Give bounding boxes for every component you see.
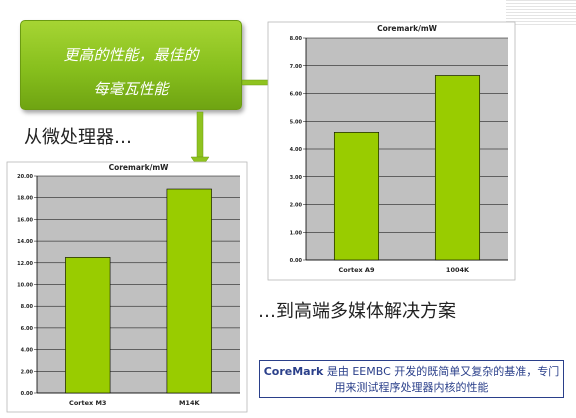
chart-right-category-label: 1004K [446,266,470,274]
chart-left-ytick-label: 12.00 [17,261,33,267]
chart-right-title: Coremark/mW [377,24,438,33]
coremark-note: CoreMark 是由 EEMBC 开发的既简单又复杂的基准，专门 用来测试程序… [259,360,564,398]
chart-right-ytick-label: 7.00 [290,64,303,70]
chart-right-ytick-label: 0.00 [290,258,303,264]
chart-left-bar-m14k [166,188,212,394]
chart-left-category-label: Cortex M3 [69,399,106,407]
arrow-down [190,111,210,171]
chart-left-ytick-label: 2.00 [21,369,34,375]
to-multimedia-label: …到高端多媒体解决方案 [258,301,456,322]
note-text-1: 是由 EEMBC 开发的既简单又复杂的基准，专门 [323,365,560,378]
chart-left-ytick-label: 18.00 [17,196,33,202]
chart-right-ytick-label: 8.00 [290,36,303,42]
chart-left-ytick-label: 8.00 [21,304,34,310]
chart-left-ytick-label: 16.00 [17,217,33,223]
chart-right-ytick-label: 3.00 [290,175,303,181]
callout-line-1: 更高的性能，最佳的 [63,46,199,64]
chart-left-ytick-label: 4.00 [21,348,34,354]
chart-left-category-label: M14K [179,399,201,407]
chart-left: Coremark/mW 0.00 2.00 4.00 6.00 8.00 10.00 12.… [6,161,248,413]
from-microprocessor-label: 从微处理器… [24,127,132,148]
chart-right-category-label: Cortex A9 [339,266,375,274]
chart-left-ytick-label: 10.00 [17,283,33,289]
chart-right-ytick-label: 5.00 [290,119,303,125]
chart-right-ytick-label: 2.00 [290,203,303,209]
performance-callout: 更高的性能，最佳的 每毫瓦性能 [20,20,242,110]
chart-left-title: Coremark/mW [109,163,170,172]
note-text-2: 用来测试程序处理器内核的性能 [334,381,489,394]
chart-left-ytick-label: 14.00 [17,239,33,245]
chart-right-bar-cortex-a9 [333,132,380,261]
chart-right-ytick-label: 4.00 [290,147,303,153]
chart-left-ytick-label: 0.00 [21,391,34,397]
chart-right-ytick-label: 6.00 [290,92,303,98]
chart-right-bar-1004k [434,75,481,261]
chart-right: Coremark/mW 0.00 1.00 2.00 3.00 4.00 5.00 6.00… [267,21,516,281]
callout-line-2: 每毫瓦性能 [93,80,169,98]
decorative-stripes [506,0,576,26]
chart-left-bar-cortex-m3 [65,257,111,394]
chart-right-ytick-label: 1.00 [290,230,303,236]
chart-left-ytick-label: 6.00 [21,326,34,332]
chart-left-ytick-label: 20.00 [17,174,33,180]
note-brand: CoreMark [263,365,324,378]
